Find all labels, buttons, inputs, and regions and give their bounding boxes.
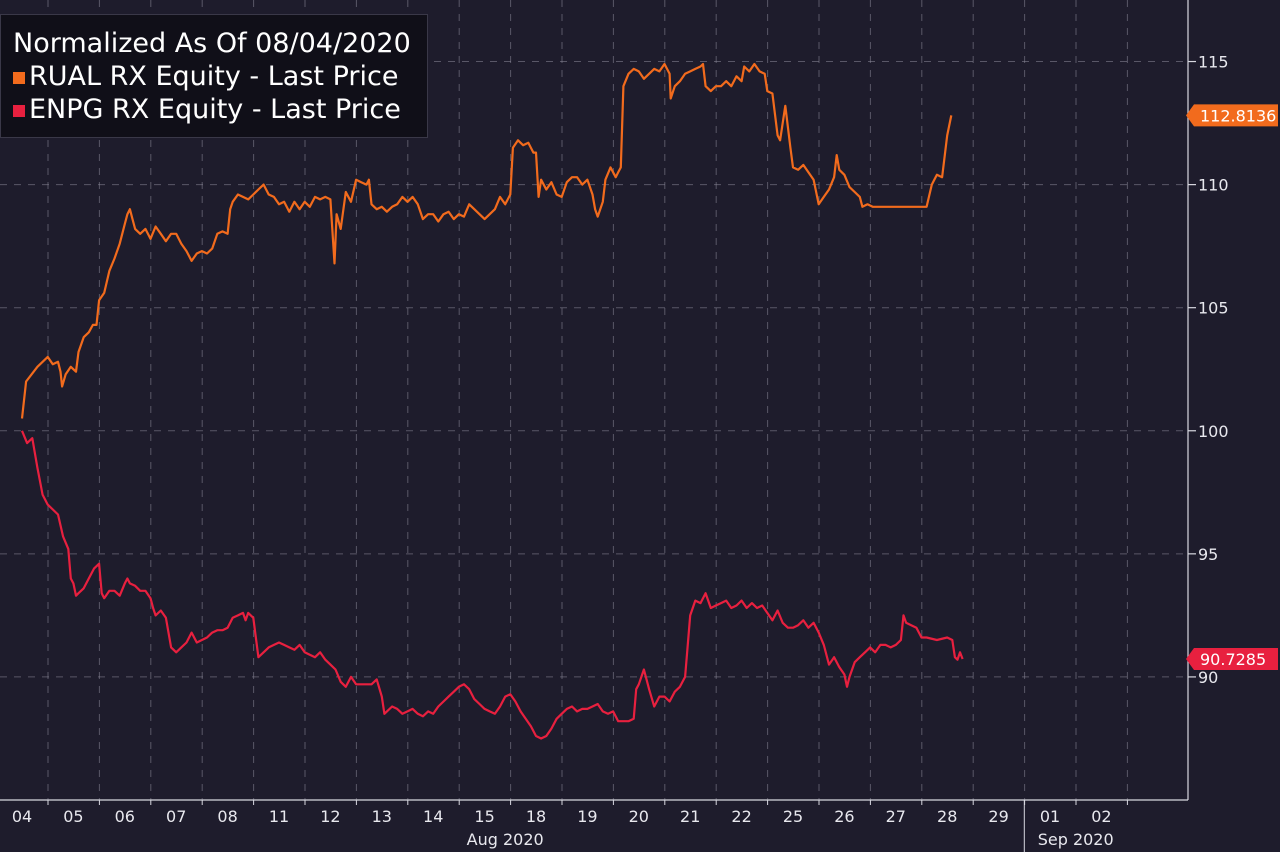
x-tick-label: 01	[1040, 807, 1060, 826]
legend-swatch-rual	[13, 71, 25, 84]
series-line-enpg	[20, 430, 964, 740]
legend-swatch-enpg	[13, 104, 25, 117]
month-label-sep: Sep 2020	[1038, 830, 1114, 849]
y-tick-label: 110	[1198, 176, 1229, 195]
x-tick-label: 20	[629, 807, 649, 826]
x-tick-label: 04	[12, 807, 32, 826]
y-tick-label: 115	[1198, 53, 1229, 72]
x-tick-label: 13	[372, 807, 392, 826]
legend-item-enpg: ENPG RX Equity - Last Price	[13, 93, 417, 126]
x-tick-label: 27	[886, 807, 906, 826]
chart-title: Normalized As Of 08/04/2020	[13, 28, 411, 59]
x-tick-label: 05	[63, 807, 83, 826]
x-tick-label: 06	[115, 807, 135, 826]
chart-legend: Normalized As Of 08/04/2020 RUAL RX Equi…	[0, 14, 428, 138]
x-tick-label: 22	[731, 807, 751, 826]
last-price-tag-rual: 112.8136	[1186, 104, 1278, 127]
y-tick-label: 95	[1198, 545, 1218, 564]
x-tick-label: 12	[320, 807, 340, 826]
x-tick-label: 28	[937, 807, 957, 826]
x-tick-label: 21	[680, 807, 700, 826]
last-price-tag-label: 90.7285	[1200, 650, 1266, 669]
x-tick-label: 25	[783, 807, 803, 826]
last-price-tag-bg	[1186, 104, 1278, 127]
x-tick-label: 26	[834, 807, 854, 826]
legend-label-rual: RUAL RX Equity - Last Price	[29, 61, 399, 92]
x-tick-label: 19	[577, 807, 597, 826]
x-tick-label: 15	[474, 807, 494, 826]
last-price-tag-enpg: 90.7285	[1186, 647, 1278, 670]
x-tick-label: 08	[217, 807, 237, 826]
x-tick-label: 11	[269, 807, 289, 826]
x-tick-label: 29	[988, 807, 1008, 826]
last-price-tag-bg	[1186, 647, 1278, 670]
y-tick-label: 105	[1198, 299, 1229, 318]
last-price-tag-label: 112.8136	[1200, 106, 1276, 125]
month-label-aug: Aug 2020	[467, 830, 544, 849]
y-tick-label: 100	[1198, 422, 1229, 441]
legend-label-enpg: ENPG RX Equity - Last Price	[29, 94, 401, 125]
x-tick-label: 14	[423, 807, 443, 826]
x-tick-label: 18	[526, 807, 546, 826]
x-tick-label: 02	[1091, 807, 1111, 826]
x-tick-label: 07	[166, 807, 186, 826]
series-line-rual	[20, 62, 953, 419]
legend-item-rual: RUAL RX Equity - Last Price	[13, 60, 417, 93]
series-group	[20, 62, 964, 740]
y-tick-label: 90	[1198, 668, 1218, 687]
